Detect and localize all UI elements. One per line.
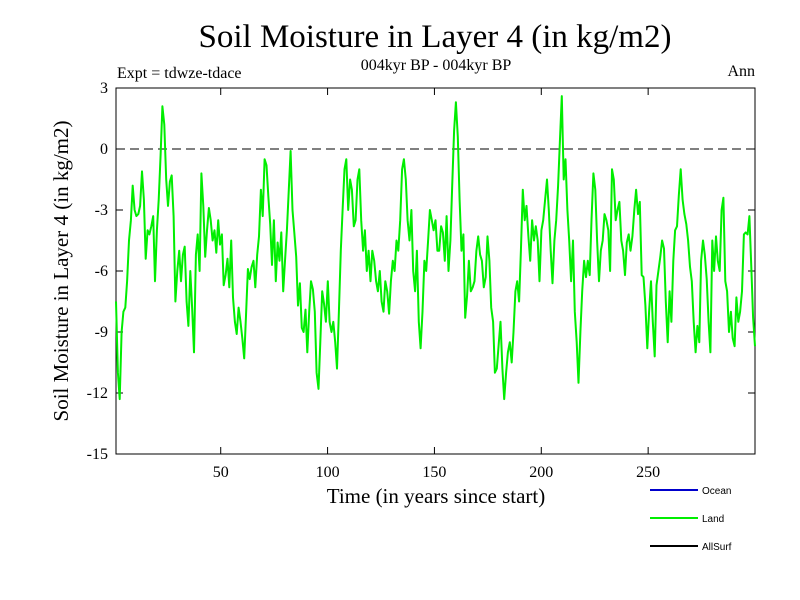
x-axis-label: Time (in years since start) [327, 484, 546, 508]
y-tick-label--6: -6 [95, 263, 108, 280]
legend-allsurf-label: AllSurf [702, 542, 732, 553]
y-tick-label--15: -15 [87, 446, 108, 463]
x-tick-label-150: 150 [422, 464, 446, 481]
y-tick-label-0: 0 [100, 141, 108, 158]
y-tick-label--9: -9 [95, 324, 108, 341]
legend-ocean-label: Ocean [702, 486, 731, 497]
x-tick-label-100: 100 [316, 464, 340, 481]
land-series-line [115, 95, 756, 401]
x-tick-label-250: 250 [636, 464, 660, 481]
legend-land-label: Land [702, 514, 724, 525]
y-tick-label--12: -12 [87, 385, 108, 402]
chart-title: Soil Moisture in Layer 4 (in kg/m2) [199, 19, 672, 55]
y-axis-label: Soil Moisture in Layer 4 (in kg/m2) [49, 121, 73, 422]
y-tick-label-3: 3 [100, 80, 108, 97]
legend: Ocean Land AllSurf [650, 486, 732, 553]
y-axis: 3 0 -3 -6 -9 -12 -15 [87, 80, 755, 463]
x-tick-label-50: 50 [213, 464, 229, 481]
x-axis: 50 100 150 200 250 [213, 88, 660, 481]
x-tick-label-200: 200 [529, 464, 553, 481]
experiment-label: Expt = tdwze-tdace [117, 65, 242, 82]
y-tick-label--3: -3 [95, 202, 108, 219]
chart-subtitle: 004kyr BP - 004kyr BP [361, 57, 512, 74]
season-label: Ann [727, 63, 755, 80]
